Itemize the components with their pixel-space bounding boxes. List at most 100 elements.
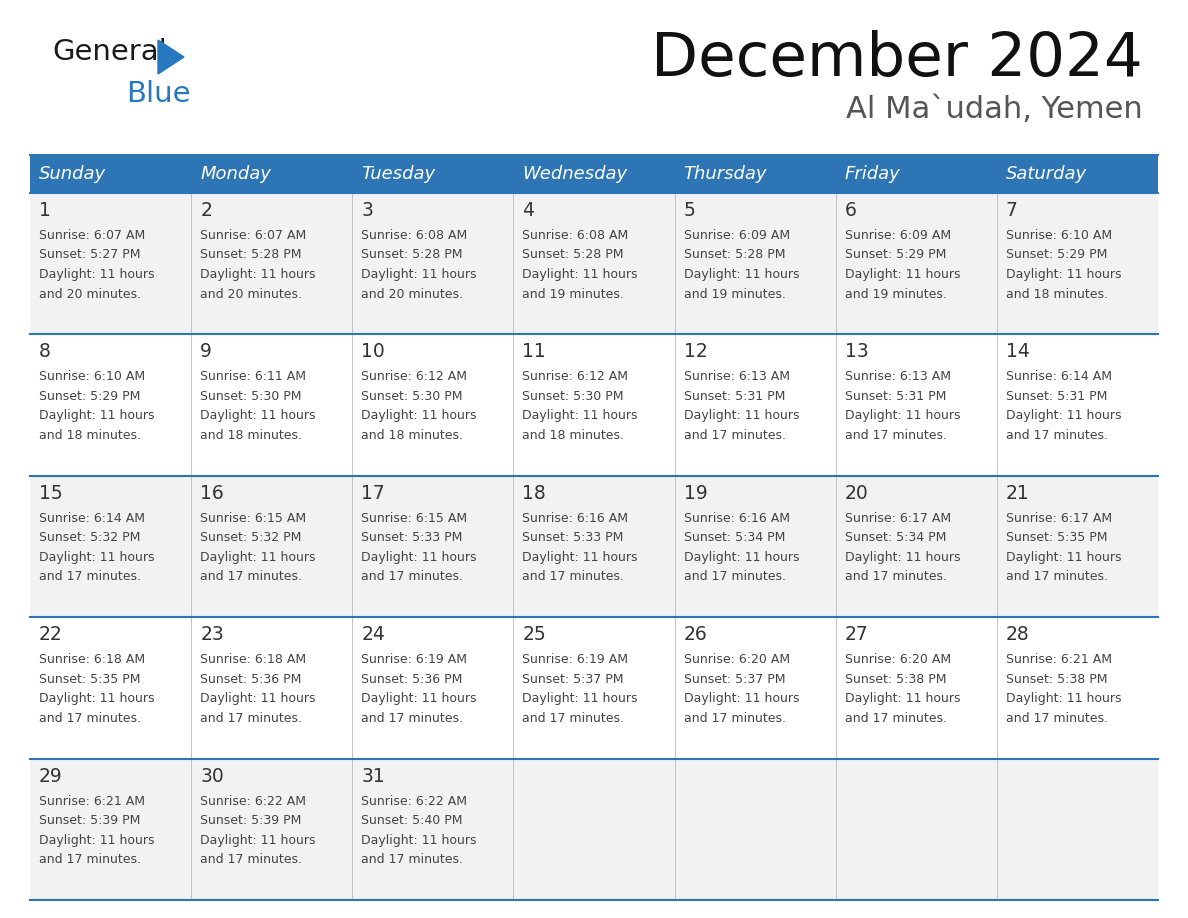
Text: Sunset: 5:35 PM: Sunset: 5:35 PM — [1006, 532, 1107, 544]
Text: Daylight: 11 hours: Daylight: 11 hours — [39, 834, 154, 846]
Text: Daylight: 11 hours: Daylight: 11 hours — [361, 268, 476, 281]
Text: 24: 24 — [361, 625, 385, 644]
Text: Daylight: 11 hours: Daylight: 11 hours — [845, 268, 960, 281]
Text: 27: 27 — [845, 625, 868, 644]
Text: Sunset: 5:40 PM: Sunset: 5:40 PM — [361, 814, 463, 827]
Text: and 19 minutes.: and 19 minutes. — [523, 287, 625, 300]
Text: 14: 14 — [1006, 342, 1030, 362]
Text: Sunrise: 6:08 AM: Sunrise: 6:08 AM — [361, 229, 468, 242]
Text: and 17 minutes.: and 17 minutes. — [39, 853, 141, 866]
Text: Daylight: 11 hours: Daylight: 11 hours — [845, 551, 960, 564]
Text: 12: 12 — [683, 342, 707, 362]
Text: Daylight: 11 hours: Daylight: 11 hours — [1006, 692, 1121, 705]
Text: and 17 minutes.: and 17 minutes. — [523, 570, 625, 583]
Text: Sunset: 5:30 PM: Sunset: 5:30 PM — [361, 390, 463, 403]
Bar — [353, 155, 513, 193]
Text: 19: 19 — [683, 484, 707, 503]
Text: Sunset: 5:38 PM: Sunset: 5:38 PM — [845, 673, 946, 686]
Bar — [30, 193, 1158, 334]
Text: Daylight: 11 hours: Daylight: 11 hours — [361, 409, 476, 422]
Text: Sunrise: 6:21 AM: Sunrise: 6:21 AM — [39, 795, 145, 808]
Text: 11: 11 — [523, 342, 546, 362]
Text: Sunset: 5:30 PM: Sunset: 5:30 PM — [523, 390, 624, 403]
Text: Sunrise: 6:22 AM: Sunrise: 6:22 AM — [200, 795, 307, 808]
Bar — [675, 155, 835, 193]
Text: Sunset: 5:31 PM: Sunset: 5:31 PM — [845, 390, 946, 403]
Text: Sunset: 5:29 PM: Sunset: 5:29 PM — [39, 390, 140, 403]
Text: and 17 minutes.: and 17 minutes. — [1006, 711, 1108, 724]
Text: Friday: Friday — [845, 165, 901, 183]
Bar — [191, 155, 353, 193]
Bar — [30, 476, 1158, 617]
Text: Sunset: 5:33 PM: Sunset: 5:33 PM — [523, 532, 624, 544]
Text: 26: 26 — [683, 625, 707, 644]
Text: Sunset: 5:32 PM: Sunset: 5:32 PM — [200, 532, 302, 544]
Text: 15: 15 — [39, 484, 63, 503]
Text: Sunrise: 6:12 AM: Sunrise: 6:12 AM — [361, 370, 467, 384]
Text: Sunrise: 6:18 AM: Sunrise: 6:18 AM — [200, 654, 307, 666]
Text: and 17 minutes.: and 17 minutes. — [1006, 570, 1108, 583]
Text: 28: 28 — [1006, 625, 1030, 644]
Text: Wednesday: Wednesday — [523, 165, 627, 183]
Text: and 17 minutes.: and 17 minutes. — [200, 853, 302, 866]
Text: Sunset: 5:31 PM: Sunset: 5:31 PM — [1006, 390, 1107, 403]
Text: and 17 minutes.: and 17 minutes. — [845, 429, 947, 442]
Text: Sunset: 5:28 PM: Sunset: 5:28 PM — [523, 249, 624, 262]
Text: 10: 10 — [361, 342, 385, 362]
Text: 22: 22 — [39, 625, 63, 644]
Text: 3: 3 — [361, 201, 373, 220]
Text: Sunrise: 6:13 AM: Sunrise: 6:13 AM — [845, 370, 950, 384]
Text: Sunset: 5:28 PM: Sunset: 5:28 PM — [200, 249, 302, 262]
Text: Saturday: Saturday — [1006, 165, 1087, 183]
Text: and 17 minutes.: and 17 minutes. — [845, 711, 947, 724]
Text: Monday: Monday — [200, 165, 271, 183]
Text: and 17 minutes.: and 17 minutes. — [39, 570, 141, 583]
Text: Daylight: 11 hours: Daylight: 11 hours — [1006, 268, 1121, 281]
Text: Thursday: Thursday — [683, 165, 767, 183]
Text: Sunset: 5:31 PM: Sunset: 5:31 PM — [683, 390, 785, 403]
Text: Daylight: 11 hours: Daylight: 11 hours — [200, 268, 316, 281]
Text: Daylight: 11 hours: Daylight: 11 hours — [200, 551, 316, 564]
Text: Sunset: 5:27 PM: Sunset: 5:27 PM — [39, 249, 140, 262]
Text: and 17 minutes.: and 17 minutes. — [683, 570, 785, 583]
Text: Daylight: 11 hours: Daylight: 11 hours — [683, 692, 800, 705]
Text: Sunset: 5:33 PM: Sunset: 5:33 PM — [361, 532, 462, 544]
Text: Sunrise: 6:19 AM: Sunrise: 6:19 AM — [523, 654, 628, 666]
Text: Sunrise: 6:19 AM: Sunrise: 6:19 AM — [361, 654, 467, 666]
Text: December 2024: December 2024 — [651, 30, 1143, 89]
Text: Sunset: 5:38 PM: Sunset: 5:38 PM — [1006, 673, 1107, 686]
Text: Sunrise: 6:18 AM: Sunrise: 6:18 AM — [39, 654, 145, 666]
Text: Sunset: 5:34 PM: Sunset: 5:34 PM — [683, 532, 785, 544]
Text: 18: 18 — [523, 484, 546, 503]
Bar — [30, 334, 1158, 476]
Text: Daylight: 11 hours: Daylight: 11 hours — [683, 551, 800, 564]
Text: 13: 13 — [845, 342, 868, 362]
Text: Daylight: 11 hours: Daylight: 11 hours — [523, 268, 638, 281]
Text: and 18 minutes.: and 18 minutes. — [200, 429, 302, 442]
Bar — [513, 155, 675, 193]
Text: Daylight: 11 hours: Daylight: 11 hours — [39, 551, 154, 564]
Text: Sunrise: 6:22 AM: Sunrise: 6:22 AM — [361, 795, 467, 808]
Bar — [30, 155, 191, 193]
Text: 5: 5 — [683, 201, 695, 220]
Text: Sunset: 5:32 PM: Sunset: 5:32 PM — [39, 532, 140, 544]
Text: Sunrise: 6:10 AM: Sunrise: 6:10 AM — [1006, 229, 1112, 242]
Text: Daylight: 11 hours: Daylight: 11 hours — [683, 268, 800, 281]
Text: 23: 23 — [200, 625, 223, 644]
Text: Daylight: 11 hours: Daylight: 11 hours — [200, 692, 316, 705]
Text: and 17 minutes.: and 17 minutes. — [361, 570, 463, 583]
Text: 4: 4 — [523, 201, 535, 220]
Text: and 17 minutes.: and 17 minutes. — [361, 853, 463, 866]
Text: Daylight: 11 hours: Daylight: 11 hours — [845, 409, 960, 422]
Text: Sunrise: 6:15 AM: Sunrise: 6:15 AM — [200, 512, 307, 525]
Text: Sunset: 5:34 PM: Sunset: 5:34 PM — [845, 532, 946, 544]
Text: and 18 minutes.: and 18 minutes. — [1006, 287, 1108, 300]
Text: Sunrise: 6:10 AM: Sunrise: 6:10 AM — [39, 370, 145, 384]
Text: Sunrise: 6:17 AM: Sunrise: 6:17 AM — [1006, 512, 1112, 525]
Text: Sunset: 5:29 PM: Sunset: 5:29 PM — [1006, 249, 1107, 262]
Text: and 17 minutes.: and 17 minutes. — [683, 711, 785, 724]
Text: 1: 1 — [39, 201, 51, 220]
Text: Sunrise: 6:14 AM: Sunrise: 6:14 AM — [39, 512, 145, 525]
Text: Sunset: 5:37 PM: Sunset: 5:37 PM — [683, 673, 785, 686]
Text: 8: 8 — [39, 342, 51, 362]
